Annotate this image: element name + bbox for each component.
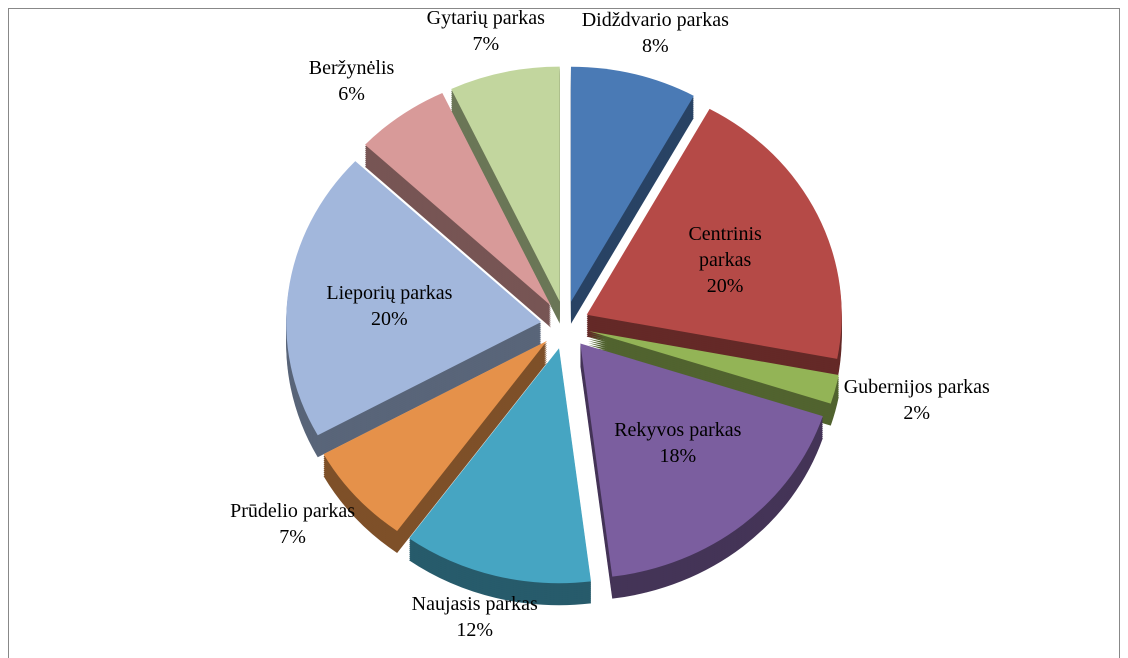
value-label: 8% <box>641 35 669 58</box>
slice-side <box>588 334 839 408</box>
category-label: Beržynėlis <box>308 57 395 80</box>
chart-frame <box>8 8 1120 658</box>
slice-label: Prūdelio parkas 7% <box>230 498 355 550</box>
slice-side <box>588 340 839 414</box>
slice-label: Beržynėlis 6% <box>309 55 395 107</box>
category-label: Naujasis parkas <box>411 592 538 615</box>
slice-side <box>588 336 839 410</box>
value-label: 2% <box>903 401 931 424</box>
slice-label: Rekyvos parkas 18% <box>614 417 741 469</box>
category-label: Gytarių parkas <box>426 6 545 29</box>
slice <box>365 92 551 306</box>
slice <box>451 66 560 302</box>
slice <box>588 330 839 404</box>
slice-label: Lieporių parkas 20% <box>326 280 452 332</box>
slice <box>286 161 542 436</box>
value-label: 6% <box>338 83 365 106</box>
value-label: 20% <box>371 307 408 330</box>
slice-side <box>588 332 839 406</box>
value-label: 18% <box>659 445 697 468</box>
slice <box>586 108 842 359</box>
slice <box>323 340 547 531</box>
value-label: 20% <box>706 274 744 297</box>
value-label: 12% <box>456 618 494 641</box>
slice-label: Naujasis parkas 12% <box>412 591 538 643</box>
slice-side <box>588 342 839 416</box>
value-label: 7% <box>279 526 306 549</box>
slice <box>409 348 591 584</box>
category-label: Lieporių parkas <box>326 281 453 304</box>
category-label: Gubernijos parkas <box>843 375 990 398</box>
slice <box>570 66 694 302</box>
slice-side <box>588 344 839 418</box>
category-label: Rekyvos parkas <box>614 419 742 442</box>
slice-label: Gubernijos parkas 2% <box>844 374 990 426</box>
slice-label: Centrinis parkas 20% <box>670 221 780 299</box>
slice-side <box>588 338 839 412</box>
category-label: Didždvario parkas <box>581 9 729 32</box>
category-label: Prūdelio parkas <box>230 500 356 523</box>
slice-label: Gytarių parkas 7% <box>427 5 545 57</box>
value-label: 7% <box>472 32 500 55</box>
slice <box>580 343 823 577</box>
category-label: Centrinis parkas <box>688 222 762 271</box>
slice-label: Didždvario parkas 8% <box>582 7 729 59</box>
